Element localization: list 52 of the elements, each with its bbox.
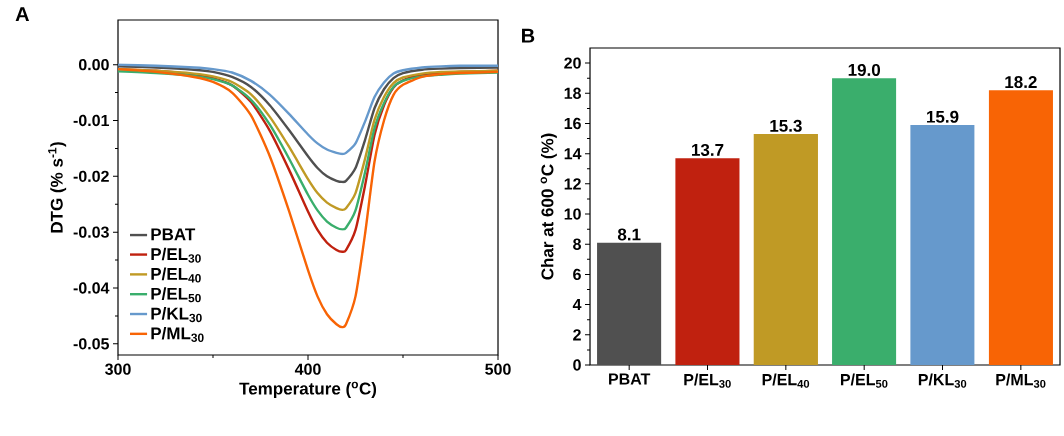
bar xyxy=(832,78,897,365)
x-tick-label: P/EL$_{40}$ xyxy=(762,373,810,388)
y-tick-label: 20 xyxy=(564,57,581,69)
data-label: 18.2 xyxy=(1005,76,1037,89)
line-series xyxy=(118,65,499,184)
y-tick-label: 0 xyxy=(573,359,581,371)
legend-label: P/EL$_{40}$ xyxy=(151,267,201,283)
x-axis-title: Temperature ($^{o}$C) xyxy=(239,381,377,398)
y-tick-label: 0.00 xyxy=(78,59,109,71)
bar xyxy=(910,124,975,365)
y-tick-label: 10 xyxy=(564,208,581,220)
bar xyxy=(753,134,818,365)
x-tick-label: P/EL$_{50}$ xyxy=(840,373,888,388)
y-tick-label: -0.03 xyxy=(73,226,109,238)
x-tick-label: P/ML$_{30}$ xyxy=(996,373,1046,388)
y-tick-label: 6 xyxy=(573,268,581,281)
y-tick-label: -0.02 xyxy=(73,170,109,182)
legend-label: P/KL$_{30}$ xyxy=(151,307,202,323)
y-axis-title: DTG (% s$^{-1}$) xyxy=(48,142,67,233)
x-tick-label: PBAT xyxy=(609,373,651,385)
bar xyxy=(597,242,662,365)
y-tick-label: -0.04 xyxy=(73,282,110,294)
x-tick-label: P/KL$_{30}$ xyxy=(918,373,967,388)
y-tick-label: 2 xyxy=(573,329,581,341)
data-label: 8.1 xyxy=(617,228,641,241)
y-tick-label: -0.05 xyxy=(73,338,110,350)
y-tick-label: 8 xyxy=(573,238,581,250)
x-tick-label: 500 xyxy=(485,363,511,375)
y-tick-label: 16 xyxy=(564,117,581,130)
chart-title: A xyxy=(15,7,30,21)
legend-label: P/EL$_{50}$ xyxy=(151,287,201,303)
y-tick-label: 4 xyxy=(572,299,582,311)
line-series xyxy=(118,63,499,156)
y-tick-label: 14 xyxy=(564,148,582,160)
x-tick-label: P/EL$_{30}$ xyxy=(684,373,731,388)
data-label: 15.9 xyxy=(927,110,959,123)
y-tick-label: -0.01 xyxy=(73,114,110,127)
chart-title: B xyxy=(522,28,535,43)
line-series xyxy=(118,67,499,329)
bar xyxy=(988,90,1053,365)
legend-label: P/ML$_{30}$ xyxy=(151,326,204,342)
x-tick-label: 300 xyxy=(105,363,131,375)
data-label: 19.0 xyxy=(848,63,881,76)
bar xyxy=(675,158,740,365)
y-tick-label: 12 xyxy=(564,178,581,190)
y-tick-label: 18 xyxy=(564,87,581,99)
data-label: 15.3 xyxy=(770,119,802,132)
legend-label: PBAT xyxy=(151,228,196,241)
y-axis-title: Char at 600 $^{o}$C (%) xyxy=(540,133,557,280)
legend-label: P/EL$_{30}$ xyxy=(151,247,201,263)
x-tick-label: 400 xyxy=(294,363,321,375)
data-label: 13.7 xyxy=(692,143,724,156)
